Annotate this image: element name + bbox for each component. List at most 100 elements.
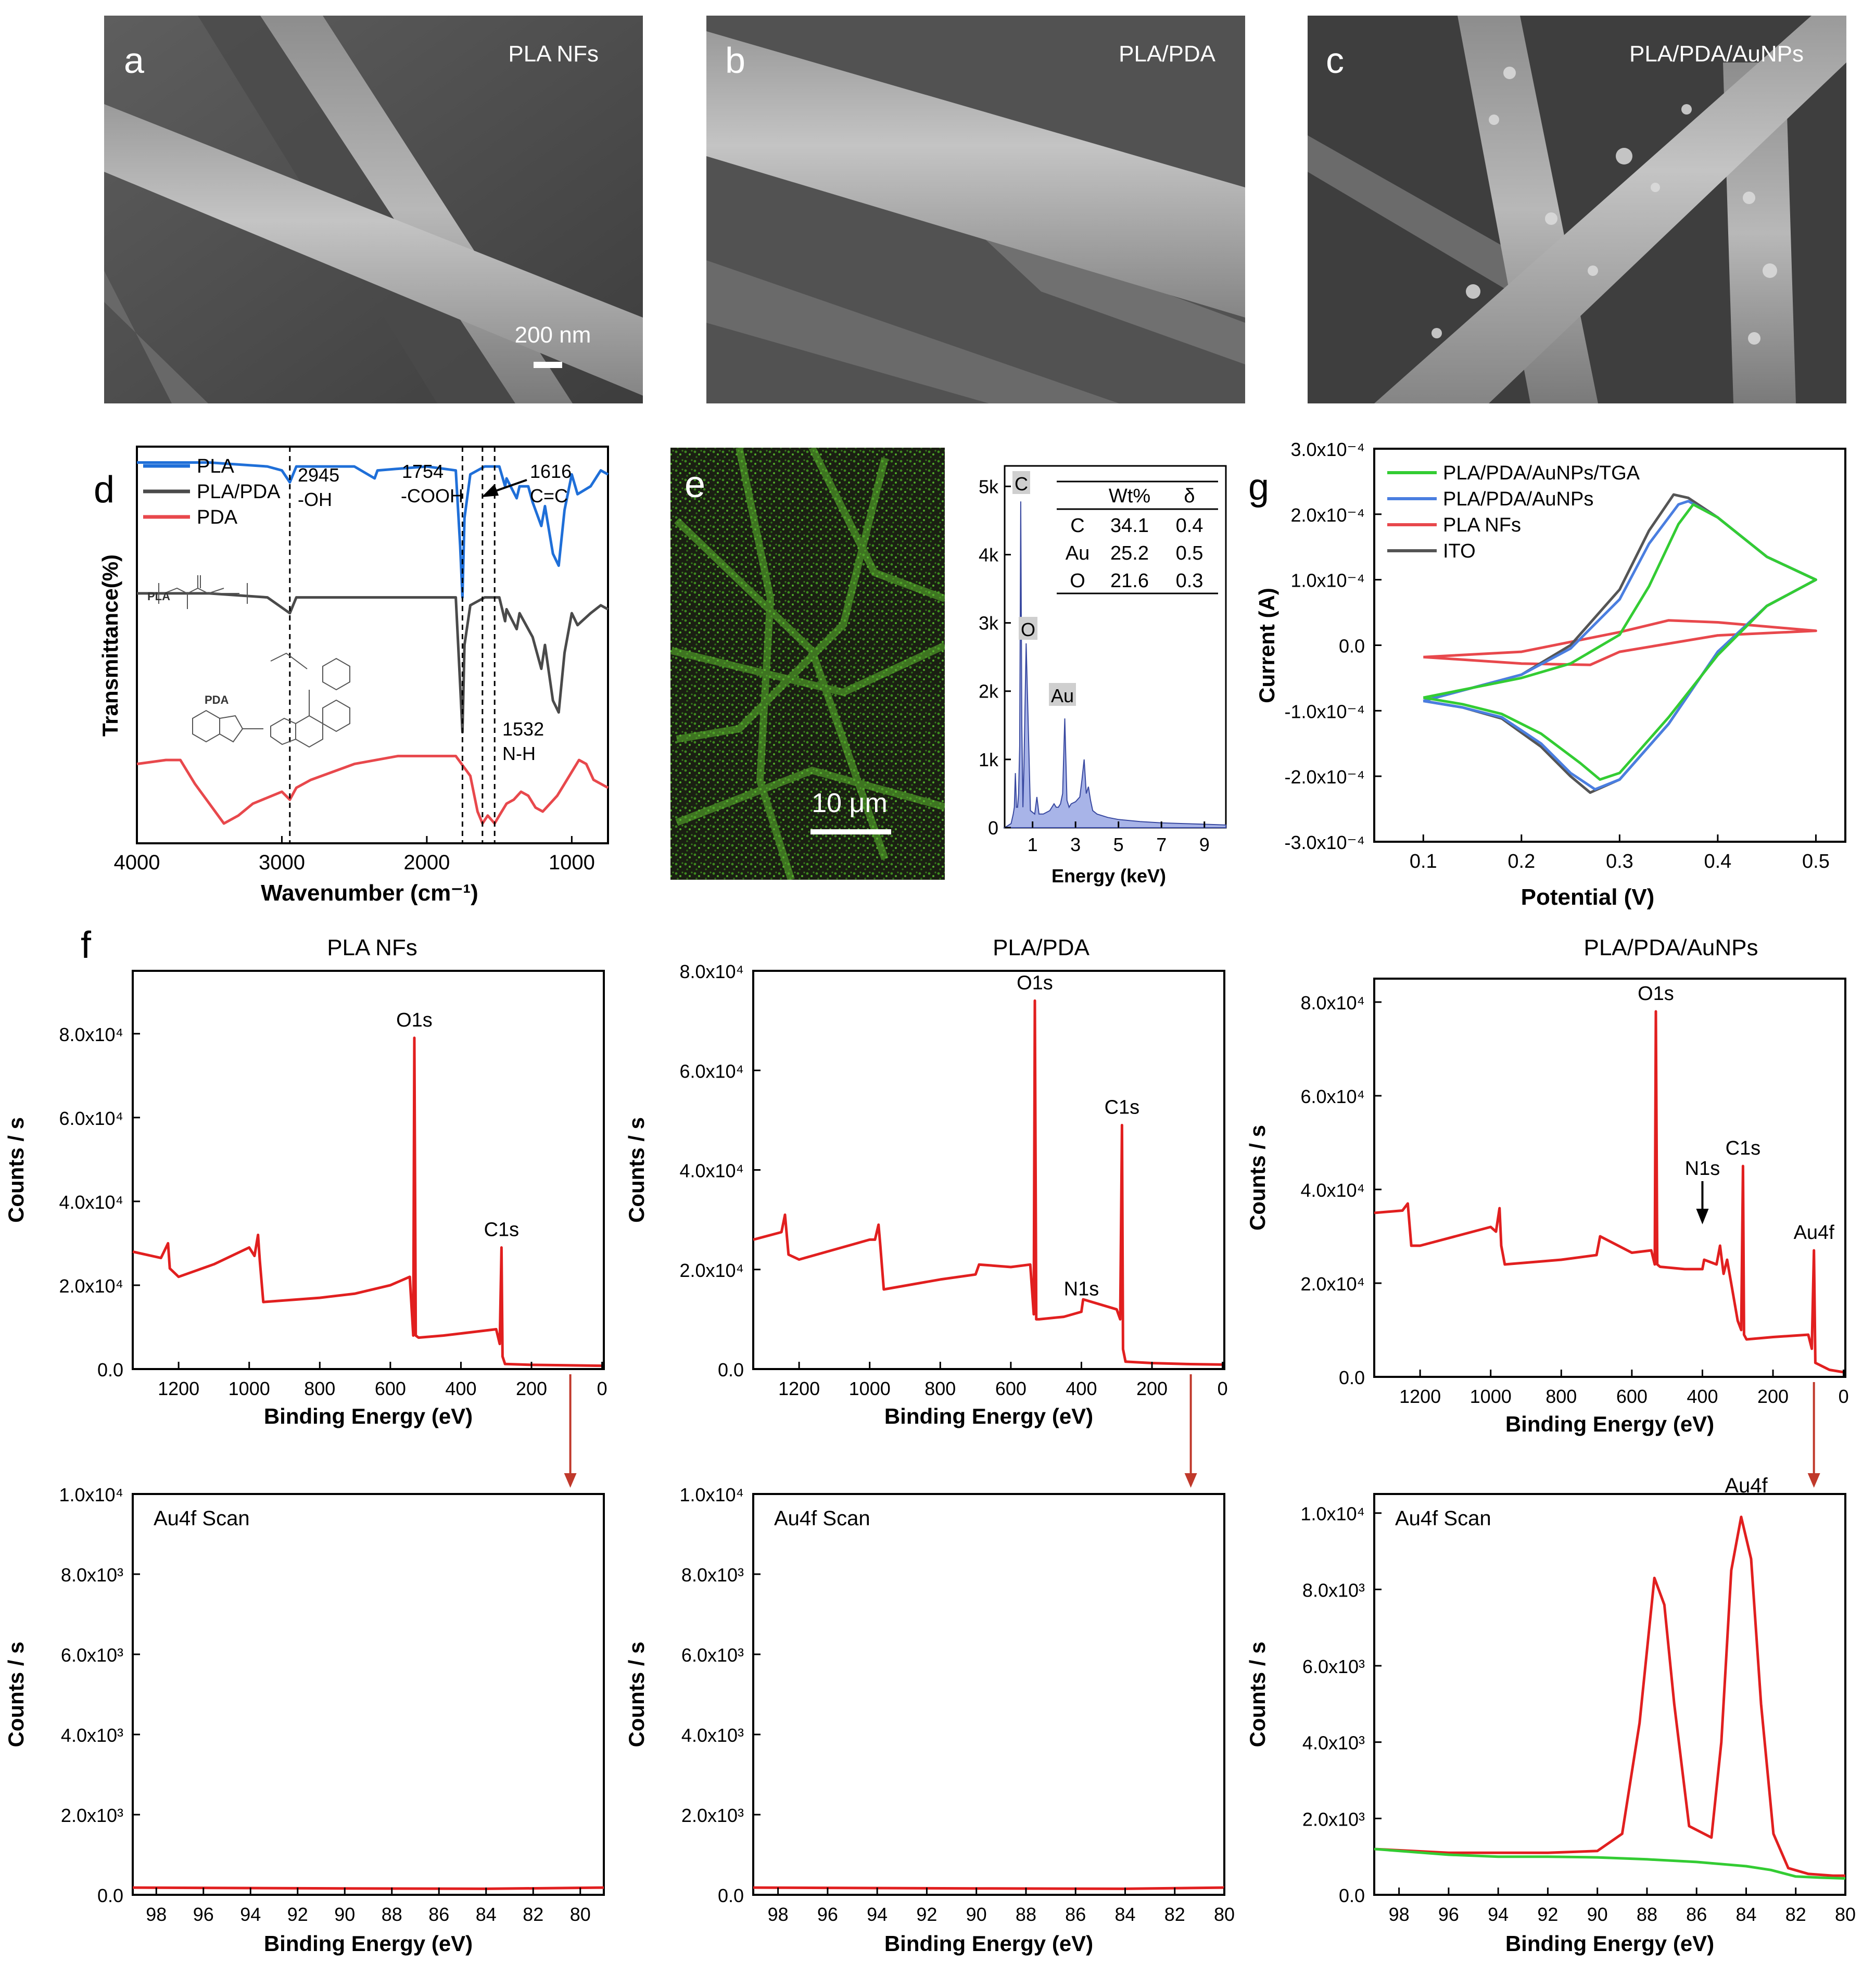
x-tick-label: 7 xyxy=(1156,834,1167,855)
peak-label: Au4f xyxy=(1725,1474,1768,1497)
x-axis-label: Binding Energy (eV) xyxy=(884,1931,1093,1956)
x-tick-label: 80 xyxy=(1214,1904,1235,1925)
x-tick-label: 0.4 xyxy=(1704,851,1731,872)
y-axis-label: Counts / s xyxy=(4,1641,28,1747)
x-axis-label: Wavenumber (cm⁻¹) xyxy=(261,880,478,906)
y-tick-label: -1.0x10⁻⁴ xyxy=(1284,701,1365,722)
peak-label-box xyxy=(1019,617,1037,640)
x-axis-label: Binding Energy (eV) xyxy=(264,1404,473,1428)
peak-annotation: -COOH xyxy=(401,485,463,507)
x-tick-label: 98 xyxy=(1389,1904,1410,1925)
y-tick-label: 8.0x10³ xyxy=(681,1564,744,1586)
x-tick-label: 200 xyxy=(1757,1386,1789,1407)
xps-scan-3: Au4f Scan Au4f 1.0x10⁴ 8.0x10³ 6.0x10³ 4.0x10… xyxy=(1245,1474,1856,1956)
x-tick-label: 1000 xyxy=(849,1378,891,1399)
legend-item: PDA xyxy=(197,507,238,528)
pda-structure xyxy=(192,652,350,748)
peak-label: N1s xyxy=(1064,1278,1099,1300)
legend-item: ITO xyxy=(1443,540,1476,562)
table-cell: Au xyxy=(1066,542,1089,564)
sem-panel-letter: c xyxy=(1326,40,1344,81)
structure-label: PLA xyxy=(147,590,170,603)
legend-item: PLA/PDA/AuNPs/TGA xyxy=(1443,462,1640,484)
cv-x-ticks: 0.1 0.2 0.3 0.4 0.5 xyxy=(1410,834,1830,872)
xps-survey-plots: PLA NFs O1s C1s 8.0x10⁴ 6.0x10⁴ 4.0x10⁴ 2.0x10… xyxy=(4,935,1849,1488)
x-axis-label: Binding Energy (eV) xyxy=(1505,1412,1714,1436)
table-header: δ xyxy=(1184,485,1195,507)
x-tick-label: 5 xyxy=(1113,834,1124,855)
ftir-marker-lines xyxy=(289,447,496,843)
x-tick-label: 96 xyxy=(817,1904,838,1925)
scan-spectrum-1 xyxy=(753,1886,1225,1890)
peak-label: O1s xyxy=(1638,983,1674,1005)
y-tick-label: -3.0x10⁻⁴ xyxy=(1284,832,1365,853)
peak-label: O1s xyxy=(396,1009,433,1031)
sem-panel-b: b PLA/PDA xyxy=(706,16,1245,403)
eds-x-ticks: 1 3 5 7 9 xyxy=(1028,821,1210,855)
x-tick-label: 800 xyxy=(924,1378,956,1399)
peak-label: C1s xyxy=(1105,1096,1140,1118)
x-tick-label: 0 xyxy=(1218,1378,1228,1399)
peak-annotation: 1754 xyxy=(402,461,444,482)
y-tick-label: 0.0 xyxy=(718,1359,744,1381)
x-tick-label: 3000 xyxy=(259,851,305,874)
y-axis-label: Current (A) xyxy=(1255,588,1279,703)
peak-label: O xyxy=(1021,619,1035,640)
xps-au4f-scans: Au4f Scan 1.0x10⁴ 8.0x10³ 6.0x10³ 4.0x10³ 2.0… xyxy=(4,1474,1856,1956)
peak-annotation: C=C xyxy=(530,485,568,507)
legend-item: PLA xyxy=(197,455,234,477)
connector-arrowhead xyxy=(564,1473,577,1488)
legend-item: PLA NFs xyxy=(1443,514,1521,536)
y-tick-label: 2k xyxy=(979,681,999,702)
cv-y-ticks: 3.0x10⁻⁴ 2.0x10⁻⁴ 1.0x10⁻⁴ 0.0 -1.0x10⁻⁴ -2.0… xyxy=(1284,439,1382,853)
cv-series-1 xyxy=(1423,503,1817,781)
x-tick-label: 0.3 xyxy=(1606,851,1633,872)
peak-label-box xyxy=(1049,683,1076,706)
y-axis-label: Counts / s xyxy=(624,1117,649,1223)
y-tick-label: 8.0x10⁴ xyxy=(1300,992,1365,1014)
annotation-arrowhead xyxy=(482,484,499,497)
y-tick-label: 4k xyxy=(979,544,999,565)
x-axis-label: Binding Energy (eV) xyxy=(264,1931,473,1956)
table-cell: 34.1 xyxy=(1110,515,1149,537)
ftir-x-ticks: 4000 3000 2000 1000 xyxy=(114,836,595,874)
y-tick-label: 8.0x10³ xyxy=(61,1564,123,1586)
survey-title: PLA/PDA/AuNPs xyxy=(1583,935,1758,960)
peak-annotation: 1616 xyxy=(530,461,572,482)
y-tick-label: 3k xyxy=(979,613,999,634)
y-tick-label: 2.0x10³ xyxy=(1302,1808,1365,1830)
ftir-series-3 xyxy=(136,754,609,825)
table-cell: 21.6 xyxy=(1110,570,1149,592)
connector-arrowhead xyxy=(1184,1473,1197,1488)
x-tick-label: 400 xyxy=(445,1378,476,1399)
y-tick-label: 4.0x10⁴ xyxy=(679,1160,744,1182)
x-tick-label: 800 xyxy=(304,1378,335,1399)
survey-spectrum xyxy=(132,1036,602,1367)
y-axis-label: Counts / s xyxy=(4,1117,28,1223)
x-tick-label: 1200 xyxy=(1399,1386,1441,1407)
survey-spectrum xyxy=(753,999,1223,1366)
eds-spectrum-area xyxy=(1003,501,1226,828)
y-tick-label: 4.0x10³ xyxy=(61,1725,123,1746)
x-tick-label: 800 xyxy=(1545,1386,1577,1407)
structure-label: PDA xyxy=(205,693,229,706)
scale-bar-label: 10 μm xyxy=(812,788,888,818)
y-tick-label: 6.0x10⁴ xyxy=(1300,1086,1365,1107)
y-axis-label: Transmittance(%) xyxy=(98,554,122,737)
peak-label: N1s xyxy=(1685,1158,1720,1180)
scale-bar xyxy=(810,829,891,834)
y-tick-label: 8.0x10⁴ xyxy=(59,1024,123,1045)
legend-item: PLA/PDA/AuNPs xyxy=(1443,488,1593,510)
x-tick-label: 96 xyxy=(1438,1904,1459,1925)
y-tick-label: 6.0x10³ xyxy=(681,1644,744,1666)
y-tick-label: 4.0x10³ xyxy=(1302,1732,1365,1754)
x-tick-label: 200 xyxy=(1136,1378,1168,1399)
x-tick-label: 98 xyxy=(146,1904,167,1925)
x-tick-label: 88 xyxy=(1016,1904,1036,1925)
y-axis-label: Counts / s xyxy=(624,1641,649,1747)
table-cell: 0.4 xyxy=(1176,515,1203,537)
y-tick-label: 5k xyxy=(979,476,999,497)
x-tick-label: 1200 xyxy=(778,1378,820,1399)
pla-structure xyxy=(158,575,248,609)
